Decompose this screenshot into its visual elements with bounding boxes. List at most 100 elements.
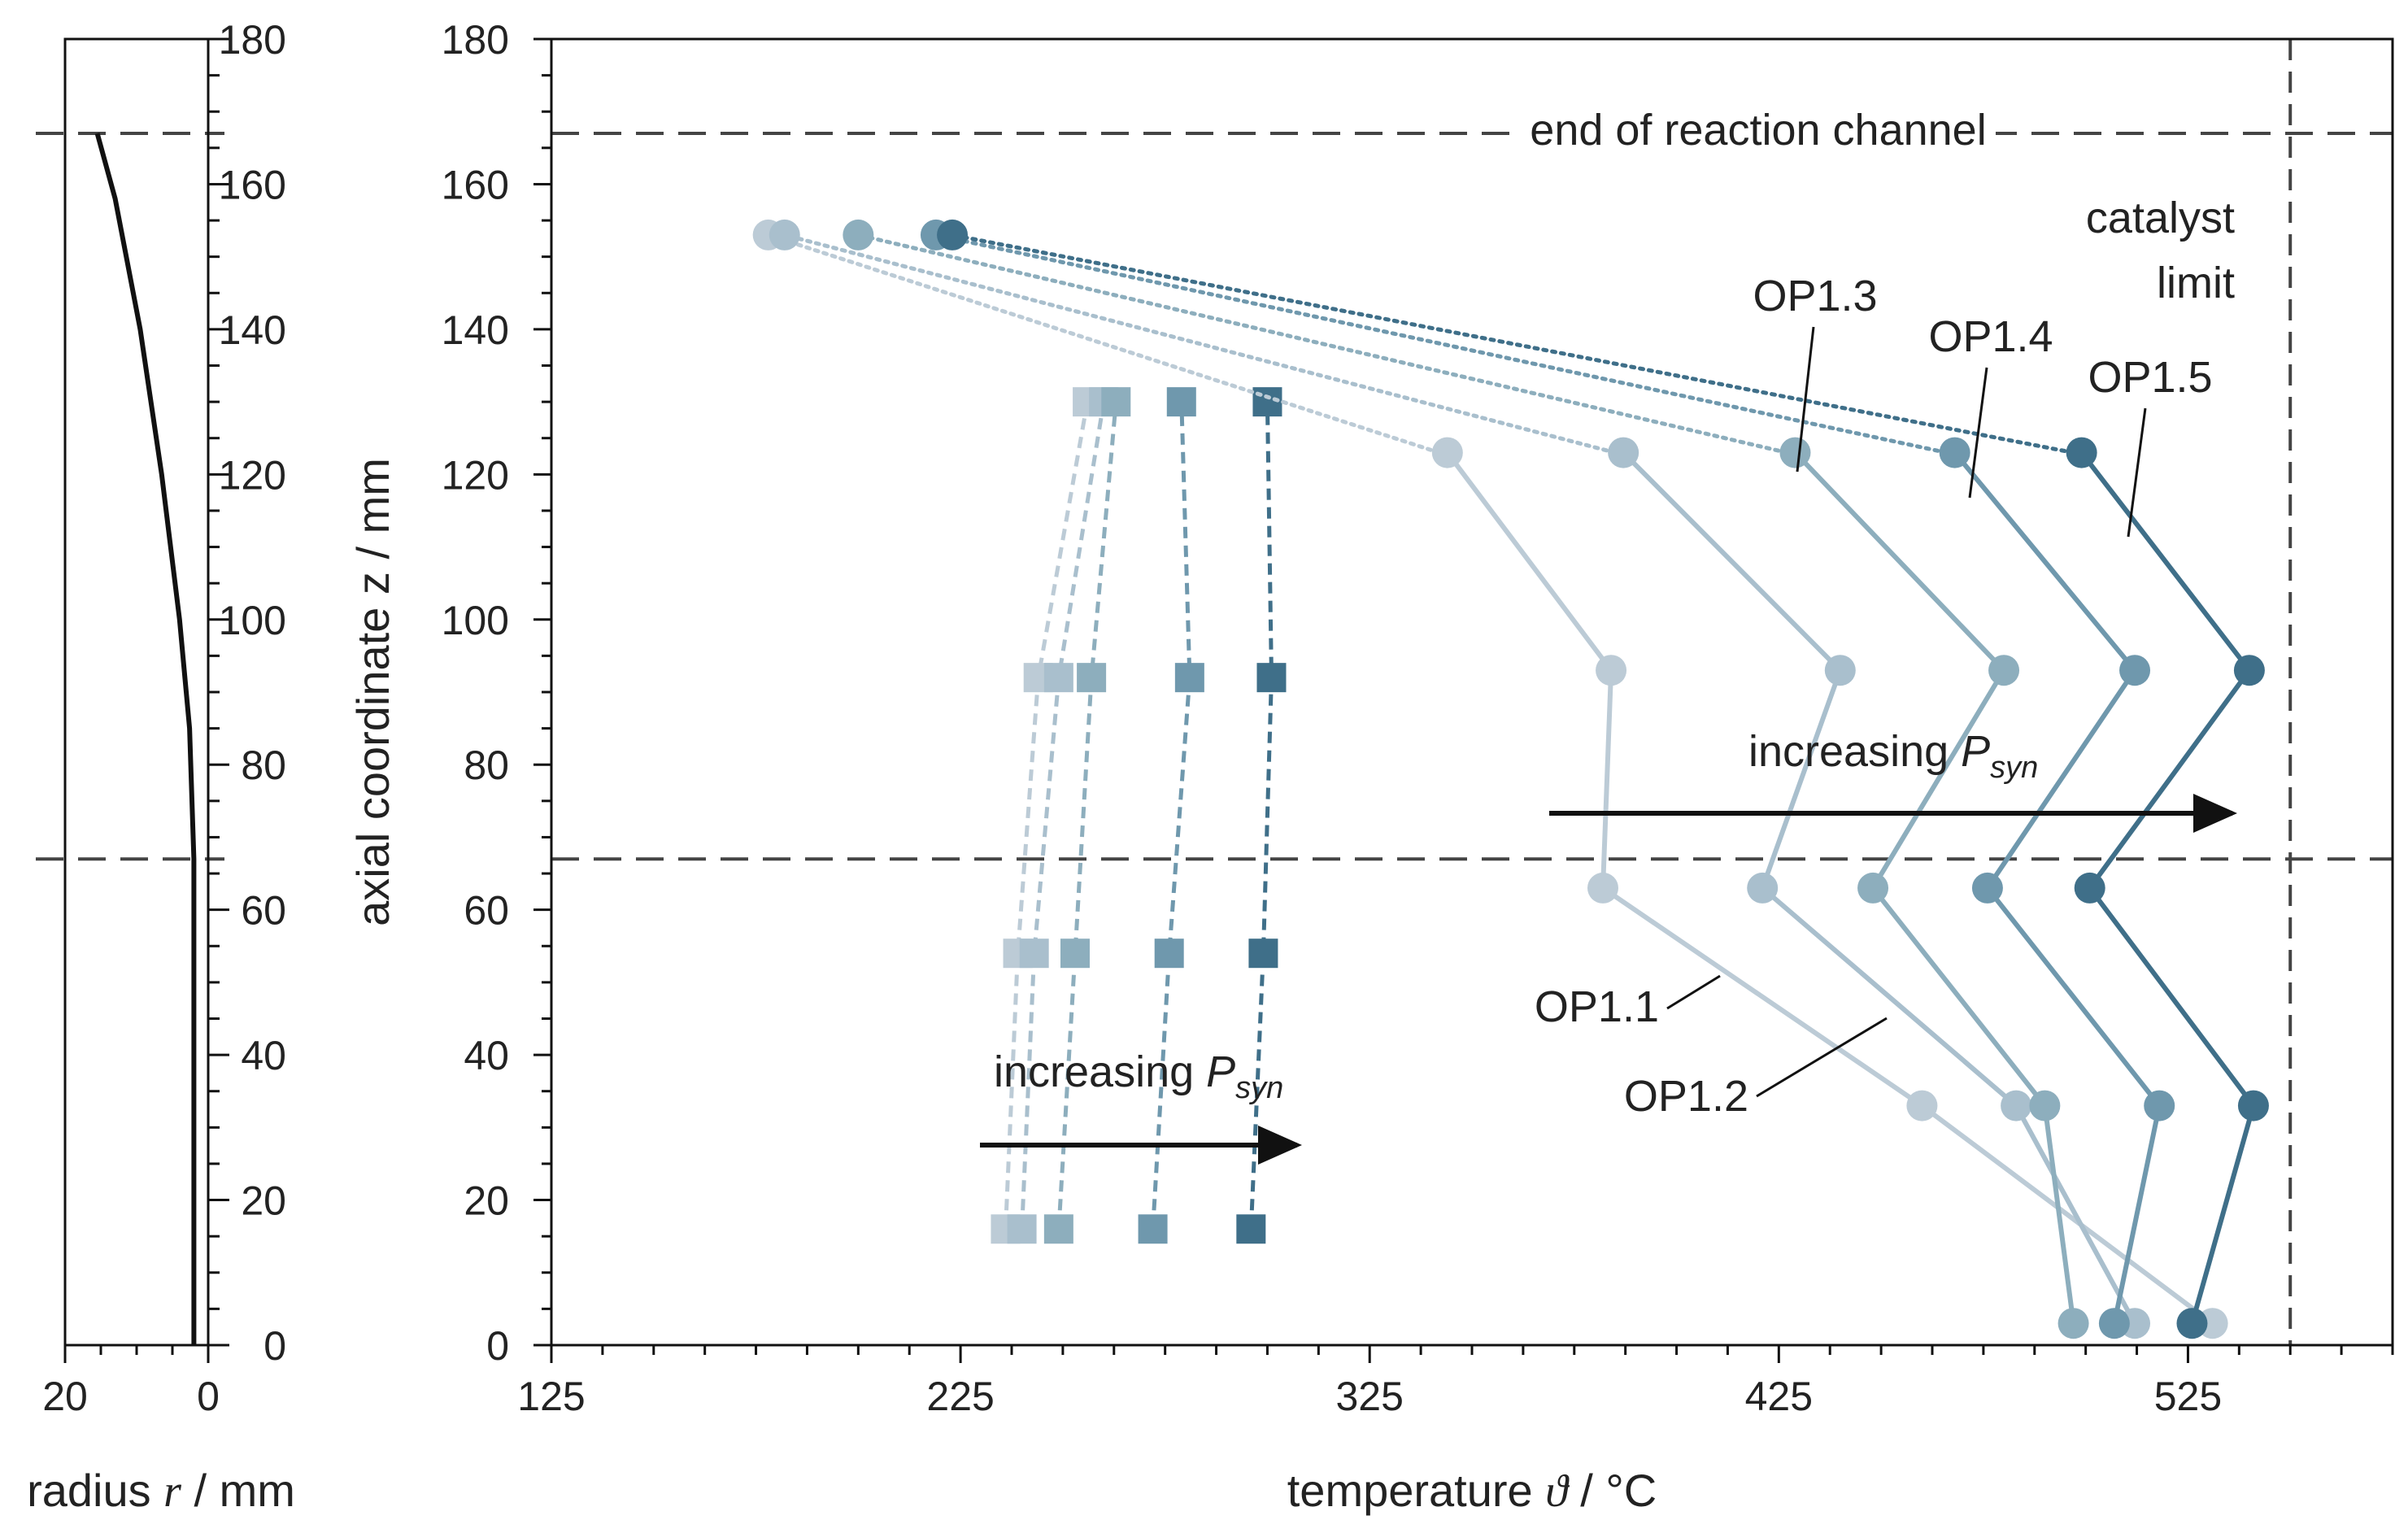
- coolant-point-op1-2: [1019, 939, 1049, 969]
- reactor-series-op1-3: [1779, 437, 2089, 1339]
- y-axis-label: axial coordinate z / mm: [347, 458, 398, 926]
- leader-op1-2: [1756, 1017, 1888, 1098]
- end-channel-label-background: [1521, 104, 1996, 158]
- left-y-tick-label: 120: [219, 452, 286, 498]
- left-x-tick-label: 0: [197, 1374, 220, 1419]
- reactor-point-op1-4: [1939, 437, 1970, 468]
- reactor-point-op1-2: [1824, 655, 1856, 686]
- reactor-series-op1-1: [1431, 437, 2228, 1339]
- right-x-tick-label: 225: [926, 1374, 994, 1419]
- left-y-tick-label: 40: [241, 1033, 286, 1078]
- leader-op1-5: [2127, 407, 2147, 538]
- left-y-tick-label: 20: [241, 1178, 286, 1224]
- right-x-tick-label: 525: [2154, 1374, 2222, 1419]
- coolant-point-op1-3: [1060, 939, 1090, 969]
- left-y-tick-label: 140: [219, 307, 286, 353]
- leader-op1-1: [1666, 974, 1721, 1010]
- increasing-psyn-left: increasing Psyn: [994, 1047, 1283, 1105]
- series-label-op1-3: OP1.3: [1753, 272, 1877, 320]
- reactor-point-op1-3: [1988, 655, 2020, 686]
- temperature-panel: 125 225 325 425 525 0 20 40 60 80 100 120 140 160 180…: [442, 17, 2394, 1517]
- right-x-tick-label: 425: [1745, 1374, 1813, 1419]
- coolant-point-op1-5: [1248, 939, 1278, 969]
- gas-inlet-line-op1-3: [856, 233, 1789, 455]
- reactor-point-op1-5: [2233, 655, 2265, 686]
- label-op1-4: OP1.4: [1928, 312, 2053, 499]
- coolant-point-op1-3: [1101, 387, 1131, 417]
- reactor-point-op1-3: [1779, 437, 1811, 468]
- right-y-tick-label: 140: [442, 307, 509, 353]
- end-of-channel-label: end of reaction channel: [1530, 106, 1986, 155]
- reactor-point-op1-3: [1857, 872, 1889, 904]
- coolant-series-op1-5: [1236, 387, 1287, 1244]
- coolant-line-op1-5: [1248, 402, 1274, 1230]
- coolant-line-op1-2: [1020, 401, 1106, 1230]
- gas-inlet-point-op1-5: [937, 219, 969, 250]
- left-reference-lines: [36, 131, 224, 861]
- coolant-line-op1-3: [1056, 401, 1118, 1230]
- reactor-point-op1-5: [2074, 872, 2105, 904]
- right-reference-lines: [551, 39, 2393, 1345]
- left-y-tick-label: 0: [263, 1323, 286, 1369]
- reactor-line-op1-5: [2079, 451, 2256, 1325]
- increasing-psyn-right: increasing Psyn: [1748, 727, 2038, 785]
- left-x-axis-label: radius r / mm: [27, 1465, 295, 1517]
- right-y-tick-label: 160: [442, 162, 509, 207]
- reactor-point-op1-2: [2001, 1090, 2032, 1121]
- reactor-point-op1-2: [1608, 437, 1639, 468]
- gas-inlet-series-op1-4: [920, 219, 1949, 455]
- gas-inlet-line-op1-2: [782, 233, 1618, 455]
- label-op1-1: OP1.1: [1535, 974, 1721, 1031]
- coolant-line-op1-1: [1004, 401, 1090, 1230]
- gas-inlet-series-op1-3: [843, 219, 1789, 455]
- radius-series: [94, 133, 197, 1345]
- right-y-tick-label: 0: [486, 1323, 509, 1369]
- radius-panel: 20 0 0 20 40 60 80 100 120 140 160 180 radius r / …: [27, 17, 295, 1517]
- right-y-tick-label: 40: [464, 1033, 509, 1078]
- left-x-tick-label: 20: [42, 1374, 88, 1419]
- reactor-point-op1-5: [2237, 1090, 2269, 1121]
- series-label-op1-5: OP1.5: [2088, 353, 2212, 402]
- coolant-point-op1-2: [1043, 663, 1073, 693]
- temperature-series: [752, 219, 2269, 1339]
- right-x-tick-label: 325: [1336, 1374, 1404, 1419]
- reactor-series-op1-5: [2066, 437, 2269, 1339]
- reactor-point-op1-1: [1906, 1090, 1938, 1121]
- reactor-point-op1-3: [2029, 1090, 2061, 1121]
- coolant-point-op1-4: [1154, 939, 1184, 969]
- coolant-point-op1-4: [1138, 1214, 1168, 1244]
- reactor-point-op1-4: [2119, 655, 2151, 686]
- reactor-point-op1-3: [2057, 1308, 2089, 1339]
- reactor-point-op1-4: [1971, 872, 2003, 904]
- gas-inlet-line-op1-5: [950, 233, 2076, 455]
- right-y-tick-label: 80: [464, 743, 509, 788]
- left-y-tick-label: 80: [241, 743, 286, 788]
- reactor-point-op1-2: [1747, 872, 1779, 904]
- gas-inlet-point-op1-3: [843, 219, 874, 250]
- label-op1-5: OP1.5: [2088, 353, 2213, 538]
- reactor-point-op1-5: [2176, 1308, 2208, 1339]
- left-y-tick-label: 60: [241, 888, 286, 934]
- gas-inlet-series-op1-1: [752, 219, 1442, 455]
- series-label-op1-4: OP1.4: [1928, 312, 2053, 361]
- right-y-ticks: 0 20 40 60 80 100 120 140 160 180: [442, 17, 551, 1369]
- reactor-point-op1-1: [1596, 655, 1627, 686]
- left-y-tick-label: 180: [219, 17, 286, 63]
- reactor-point-op1-1: [1431, 437, 1463, 468]
- right-y-tick-label: 60: [464, 888, 509, 934]
- gas-inlet-series-op1-5: [937, 219, 2076, 455]
- reactor-point-op1-4: [2098, 1308, 2130, 1339]
- right-x-ticks: 125 225 325 425 525: [517, 1345, 2394, 1419]
- coolant-point-op1-3: [1043, 1214, 1073, 1244]
- radius-line: [94, 133, 197, 1345]
- left-x-ticks: 20 0: [42, 1345, 220, 1419]
- leader-op1-4: [1968, 367, 1988, 499]
- series-label-op1-2: OP1.2: [1624, 1072, 1748, 1121]
- gas-inlet-point-op1-2: [769, 219, 800, 250]
- coolant-line-op1-4: [1151, 402, 1192, 1230]
- label-op1-2: OP1.2: [1624, 1017, 1888, 1121]
- gas-inlet-series-op1-2: [769, 219, 1618, 455]
- right-y-tick-label: 180: [442, 17, 509, 63]
- reactor-point-op1-4: [2144, 1090, 2175, 1121]
